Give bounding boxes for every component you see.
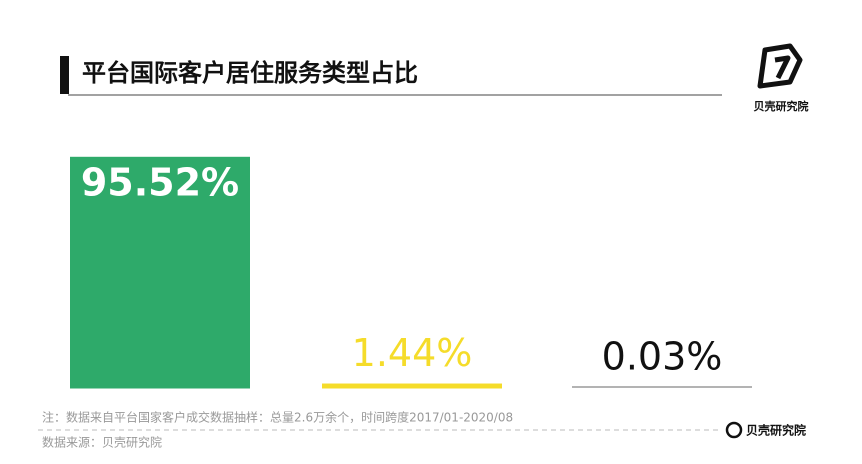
footnote: 注：数据来自平台国家客户成交数据抽样：总量2.6万余个，时间跨度2017/01-…	[42, 410, 513, 425]
footer-logo-icon	[725, 421, 743, 439]
source: 数据来源：贝壳研究院	[42, 435, 162, 450]
footer-logo: 贝壳研究院	[746, 423, 806, 438]
logo-icon	[757, 43, 803, 89]
logo-text: 贝壳研究院	[754, 99, 809, 113]
value-label: 95.52%	[81, 160, 239, 204]
value-label: 1.44%	[352, 331, 473, 375]
chart-title: 平台国际客户居住服务类型占比	[82, 59, 418, 87]
value-label: 0.03%	[602, 334, 723, 378]
title-accent	[60, 56, 69, 94]
bar	[322, 383, 502, 387]
bar	[70, 156, 250, 387]
